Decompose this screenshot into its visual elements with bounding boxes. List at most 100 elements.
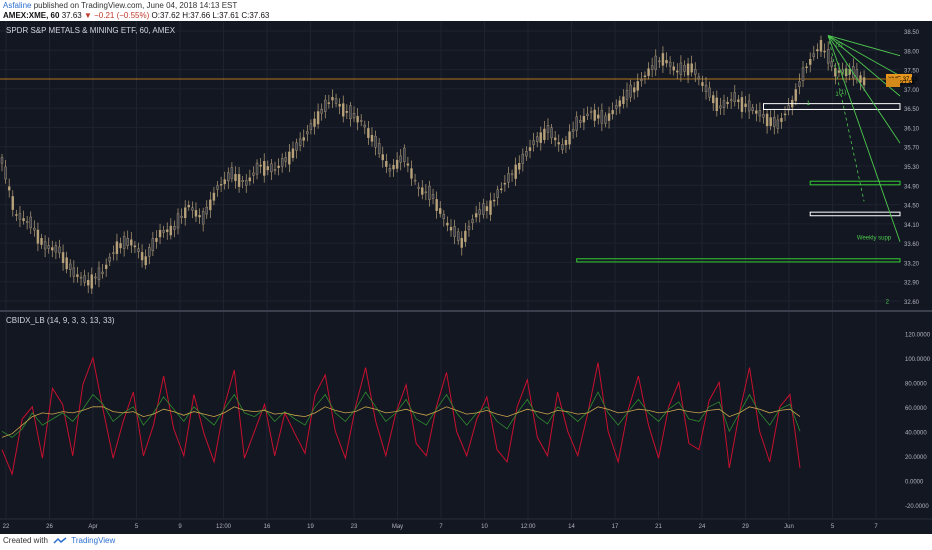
candle-body <box>564 140 568 146</box>
time-tick-label: Apr <box>88 524 97 530</box>
symbol-info: AMEX:XME, 60 37.63 ▼ −0.21 (−0.55%) O:37… <box>3 11 269 21</box>
candle-body <box>65 257 68 270</box>
candle-body <box>194 210 198 217</box>
price-label-text: 37.54 <box>900 81 916 87</box>
candle-body <box>399 155 402 163</box>
indicator-tick-label: 60.0000 <box>905 406 927 412</box>
price-change: ▼ −0.21 (−0.55%) <box>83 11 150 20</box>
time-tick-label: Jun <box>784 524 794 530</box>
candle-body <box>180 215 183 218</box>
indicator-tick-label: -20.0000 <box>905 504 929 510</box>
candle-body <box>528 147 532 151</box>
annotation-label: (1) <box>839 90 846 96</box>
candle-body <box>805 66 808 68</box>
candle-body <box>212 192 216 201</box>
candle-body <box>385 161 388 167</box>
candle-body <box>122 236 126 249</box>
candle-body <box>406 163 410 166</box>
candle-body <box>823 50 826 53</box>
candle-body <box>352 113 356 119</box>
candle-body <box>632 87 636 93</box>
candle-body <box>643 75 647 78</box>
candle-body <box>298 138 302 146</box>
candle-body <box>119 243 122 249</box>
candle-body <box>841 69 844 73</box>
candle-body <box>403 147 406 162</box>
candle-body <box>223 179 226 185</box>
candle-body <box>518 163 521 170</box>
time-tick-label: 5 <box>831 524 835 530</box>
candle-body <box>500 188 503 191</box>
candle-body <box>496 189 499 198</box>
candle-body <box>507 173 510 183</box>
candle-body <box>302 137 305 141</box>
candle-body <box>115 241 119 255</box>
time-tick-label: 12:00 <box>520 524 536 530</box>
oscillator-series-red <box>1 355 801 476</box>
candle-body <box>442 214 446 219</box>
price-tick-label: 32.60 <box>904 300 920 306</box>
candle-body <box>367 128 370 138</box>
candle-body <box>69 263 72 270</box>
zone-box <box>576 258 901 263</box>
candle-body <box>467 225 471 230</box>
candle-body <box>837 70 841 73</box>
candle-body <box>844 68 848 77</box>
fan-line <box>827 35 901 242</box>
candle-body <box>126 238 129 246</box>
candle-body <box>198 215 201 218</box>
candle-body <box>252 172 255 176</box>
price-tick-label: 38.50 <box>904 30 920 36</box>
candle-body <box>51 247 54 251</box>
candle-body <box>61 252 65 263</box>
candle-body <box>205 206 208 215</box>
time-tick-label: 7 <box>439 524 443 530</box>
candle-body <box>76 274 79 277</box>
candle-body <box>58 246 61 254</box>
candle-body <box>460 238 463 248</box>
candle-body <box>288 151 291 165</box>
candle-body <box>320 108 323 114</box>
candle-body <box>625 90 629 100</box>
candle-body <box>636 81 639 91</box>
indicator-tick-label: 20.0000 <box>905 455 927 461</box>
candle-body <box>173 225 176 230</box>
candle-body <box>690 63 693 73</box>
chart-background <box>0 21 932 534</box>
candle-body <box>130 239 133 246</box>
candle-body <box>395 159 399 169</box>
created-with: Created with <box>3 536 48 545</box>
candle-body <box>686 63 690 76</box>
candle-body <box>740 97 744 112</box>
candle-body <box>532 140 535 145</box>
chart-canvas[interactable]: SPDR S&P METALS & MINING ETF, 60, AMEX C… <box>0 21 932 534</box>
candle-body <box>600 110 604 124</box>
candle-body <box>794 89 798 102</box>
candle-body <box>327 102 331 104</box>
price-tick-label: 36.10 <box>904 126 920 132</box>
candle-body <box>191 207 194 211</box>
candle-body <box>510 173 514 176</box>
candle-body <box>245 180 248 186</box>
tradingview-link[interactable]: TradingView <box>71 536 116 545</box>
candle-body <box>611 110 614 115</box>
time-tick-label: 5 <box>135 524 139 530</box>
price-label-text: XME 37.63 <box>888 77 918 83</box>
candle-body <box>755 110 758 114</box>
candle-body <box>87 280 90 286</box>
candle-body <box>571 129 575 132</box>
author-link[interactable]: Asfaline <box>3 1 32 10</box>
candle-body <box>747 100 751 112</box>
candle-body <box>661 53 665 66</box>
candle-body <box>543 128 546 140</box>
zone-box <box>809 180 901 186</box>
candle-body <box>751 107 754 111</box>
candle-body <box>255 162 259 175</box>
chart-title: SPDR S&P METALS & MINING ETF, 60, AMEX <box>6 26 176 35</box>
candle-body <box>679 62 683 75</box>
candle-body <box>464 230 467 242</box>
candle-body <box>798 81 801 87</box>
candle-body <box>708 87 711 98</box>
candle-body <box>676 70 679 73</box>
candle-body <box>737 99 740 102</box>
